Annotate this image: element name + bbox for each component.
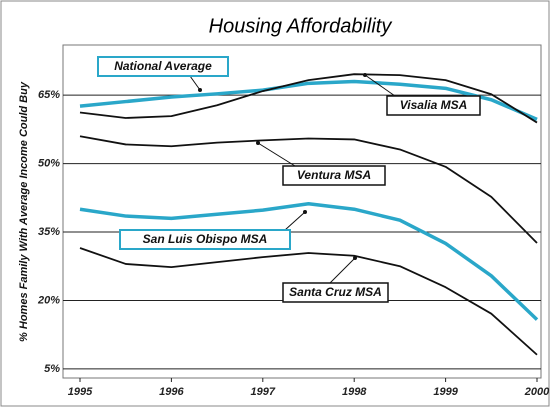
x-tick-label: 1996: [159, 386, 184, 398]
x-tick-label: 1997: [251, 386, 276, 398]
series-line: [79, 135, 538, 244]
callout-box: [97, 56, 229, 77]
series-label: San Luis Obispo MSA: [143, 232, 268, 246]
y-tick-label: 50%: [38, 158, 60, 170]
x-tick-label: 1999: [433, 386, 458, 398]
y-tick-label: 65%: [38, 89, 60, 101]
callout-arrow: [198, 88, 202, 92]
series-line: [79, 201, 539, 321]
callout-leader: [284, 211, 306, 231]
callout-box: [119, 229, 291, 250]
series-line: [79, 73, 538, 124]
series-line: [79, 79, 538, 121]
series-label: Visalia MSA: [400, 98, 468, 112]
callout-leader: [364, 74, 396, 97]
callout-leader: [329, 257, 356, 284]
callout-box: [386, 95, 481, 116]
callout-arrow: [303, 210, 307, 214]
x-tick-label: 2000: [524, 386, 550, 398]
y-tick-label: 35%: [38, 226, 60, 238]
callout-arrow: [353, 256, 357, 260]
y-tick-label: 20%: [37, 294, 60, 306]
series-label: National Average: [114, 59, 212, 73]
callout-arrow: [256, 141, 260, 145]
callout-arrow: [363, 73, 367, 77]
callout-box: [282, 282, 389, 303]
callout-leader: [257, 142, 296, 167]
callout-leader: [189, 75, 201, 91]
x-tick-label: 1998: [342, 386, 367, 398]
chart-title: Housing Affordability: [209, 15, 393, 37]
series-line: [79, 247, 538, 356]
y-tick-label: 5%: [44, 363, 60, 375]
callout-box: [282, 165, 386, 186]
series-label: Santa Cruz MSA: [289, 285, 382, 299]
y-axis-label: % Homes Family With Average Income Could…: [18, 81, 30, 342]
series-label: Ventura MSA: [297, 168, 371, 182]
x-tick-label: 1995: [68, 386, 93, 398]
